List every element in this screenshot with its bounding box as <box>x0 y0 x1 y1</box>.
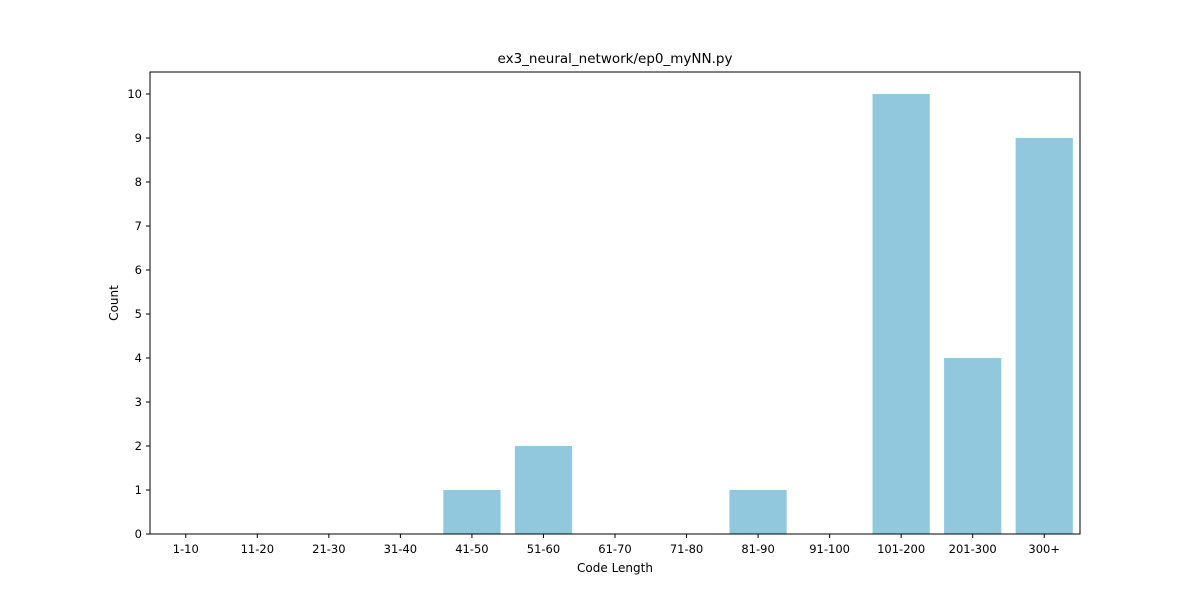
y-tick-label: 8 <box>135 175 142 189</box>
bar-201-300 <box>944 358 1002 534</box>
bar-41-50 <box>443 490 501 534</box>
y-tick-label: 10 <box>127 87 142 101</box>
y-tick-label: 2 <box>135 439 142 453</box>
bar-81-90 <box>729 490 787 534</box>
x-tick-label: 61-70 <box>598 542 631 556</box>
x-tick-label: 101-200 <box>877 542 925 556</box>
y-tick-label: 0 <box>135 527 142 541</box>
x-axis: 1-10 11-20 21-30 31-40 41-50 51-60 61-70 71-80 8… <box>173 534 1060 556</box>
y-axis: 0 1 2 3 4 5 6 7 8 9 10 <box>127 87 150 541</box>
y-tick-label: 6 <box>135 263 142 277</box>
x-tick-label: 201-300 <box>949 542 997 556</box>
chart-title: ex3_neural_network/ep0_myNN.py <box>498 51 733 67</box>
y-tick-label: 7 <box>135 219 142 233</box>
x-tick-label: 31-40 <box>384 542 417 556</box>
x-tick-label: 1-10 <box>173 542 199 556</box>
x-axis-label: Code Length <box>577 561 653 575</box>
y-tick-label: 4 <box>135 351 142 365</box>
y-tick-label: 1 <box>135 483 142 497</box>
x-tick-label: 91-100 <box>809 542 850 556</box>
y-tick-label: 5 <box>135 307 142 321</box>
x-tick-label: 11-20 <box>241 542 274 556</box>
plot-frame <box>149 71 1081 535</box>
x-tick-label: 71-80 <box>670 542 703 556</box>
y-tick-label: 3 <box>135 395 142 409</box>
y-axis-label: Count <box>107 285 121 321</box>
bar-101-200 <box>872 94 930 534</box>
x-tick-label: 81-90 <box>741 542 774 556</box>
bar-51-60 <box>514 446 573 534</box>
x-tick-label: 300+ <box>1028 542 1060 556</box>
bars-group <box>443 94 1073 534</box>
x-tick-label: 51-60 <box>527 542 560 556</box>
y-tick-label: 9 <box>135 131 142 145</box>
x-tick-label: 41-50 <box>455 542 488 556</box>
bar-300+ <box>1015 138 1073 534</box>
x-tick-label: 21-30 <box>312 542 345 556</box>
